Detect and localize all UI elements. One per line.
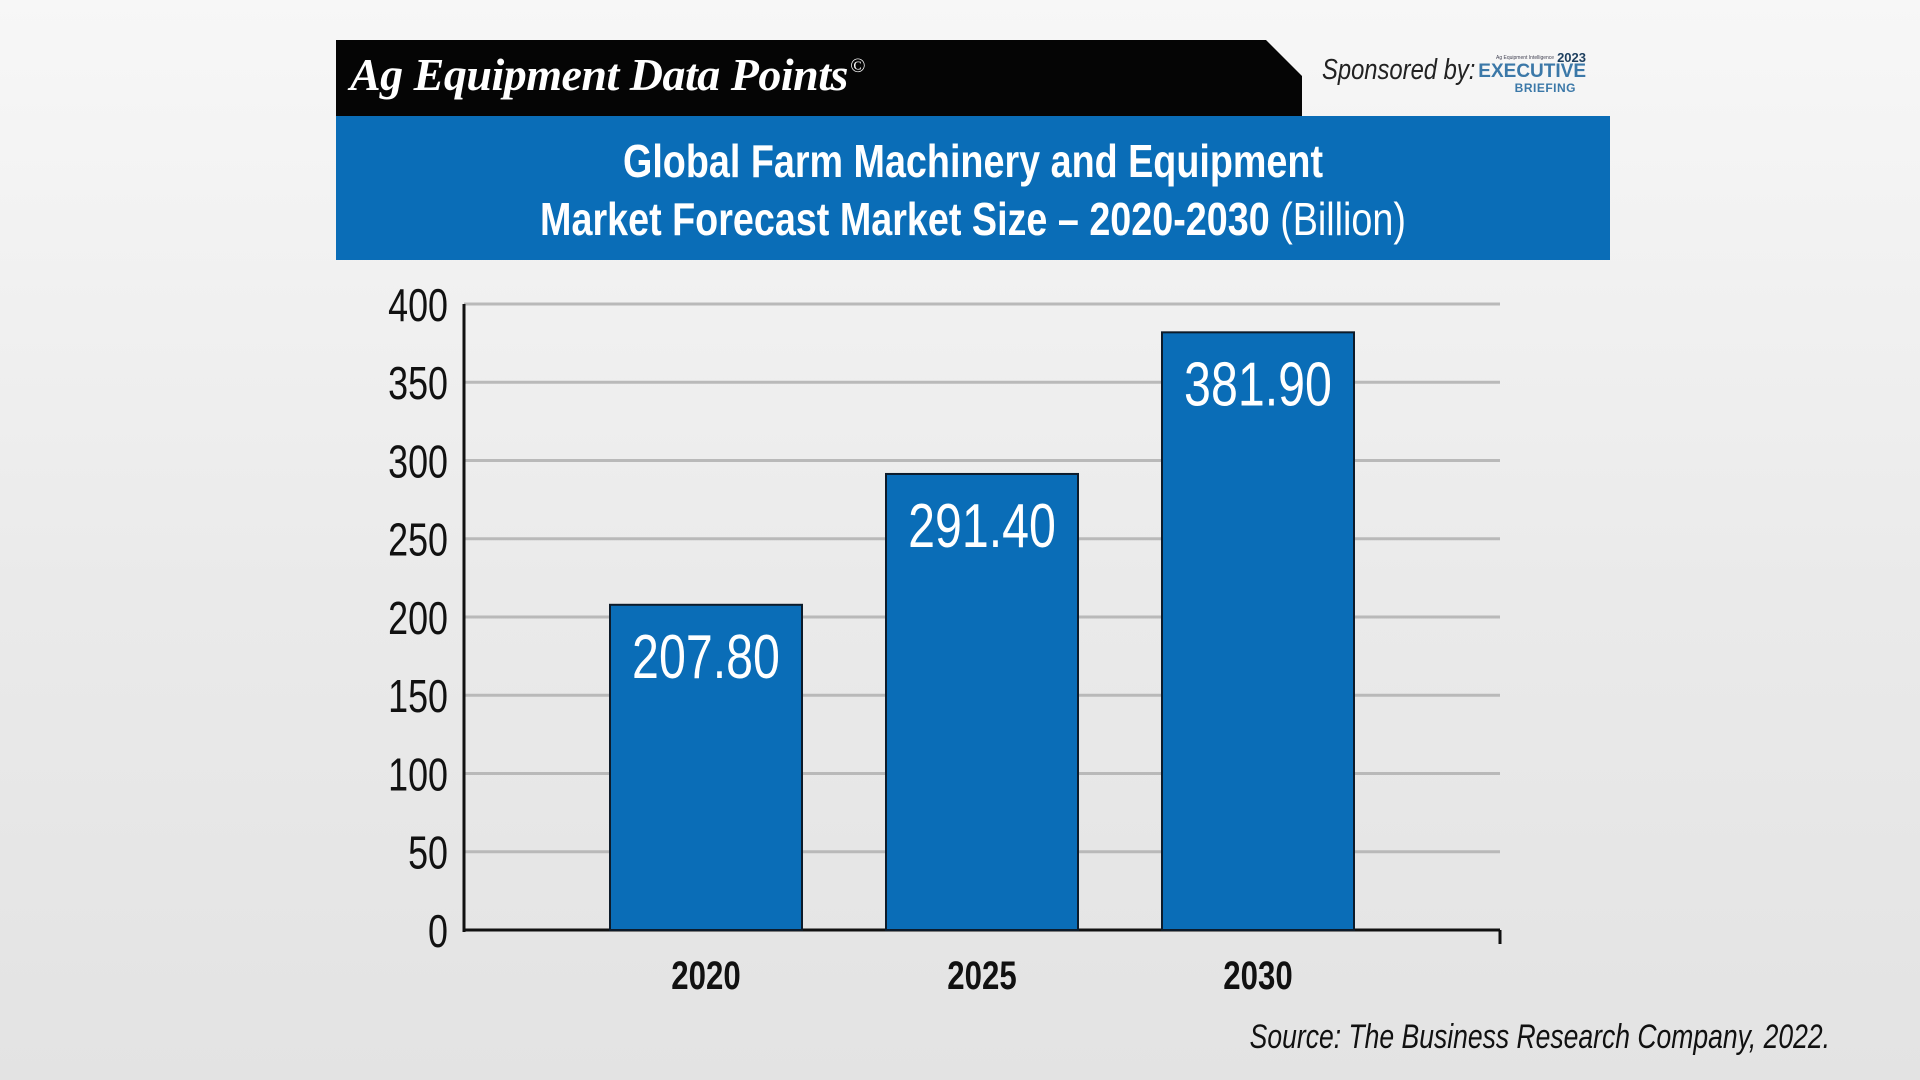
y-tick-label: 0: [428, 906, 448, 957]
data-label-2030: 381.90: [1184, 350, 1332, 419]
x-tick-label-2025: 2025: [947, 953, 1016, 998]
source-note: Source: The Business Research Company, 2…: [1249, 1018, 1830, 1056]
chart-title-line2-text: Market Forecast Market Size – 2020-2030: [540, 193, 1270, 245]
sponsor-logo-year: 2023: [1557, 50, 1586, 65]
copyright-mark: ©: [849, 55, 865, 77]
header-banner: Ag Equipment Data Points ©: [336, 40, 1302, 116]
y-tick-label: 400: [388, 280, 448, 331]
y-tick-label: 50: [408, 827, 448, 878]
y-tick-label: 250: [388, 514, 448, 565]
bar-2030: [1161, 331, 1355, 932]
chart-title-box: Global Farm Machinery and Equipment Mark…: [336, 116, 1610, 260]
chart-title-line1: Global Farm Machinery and Equipment: [622, 135, 1324, 187]
bar-2025: [885, 472, 1079, 931]
y-tick-label: 200: [388, 593, 448, 644]
sponsor-logo-line2: BRIEFING: [1514, 81, 1576, 95]
y-tick-label: 300: [388, 436, 448, 487]
chart-title-unit: (Billion): [1280, 193, 1406, 245]
y-tick-label: 100: [388, 749, 448, 800]
sponsor-logo-tagline: Ag Equipment Intelligence: [1495, 55, 1555, 61]
sponsor-logo-line1: EXECUTIVE: [1478, 61, 1586, 82]
data-label-2025: 291.40: [908, 491, 1056, 560]
sponsored-by-label: Sponsored by:: [1322, 54, 1476, 86]
chart-title-line2: Market Forecast Market Size – 2020-2030 …: [451, 192, 1496, 246]
y-tick-label: 350: [388, 358, 448, 409]
y-tick-label: 150: [388, 671, 448, 722]
x-tick-label-2020: 2020: [671, 953, 740, 998]
data-label-2020: 207.80: [632, 622, 780, 691]
bar-2020: [609, 603, 803, 932]
banner-title: Ag Equipment Data Points ©: [350, 49, 865, 100]
x-tick-label-2030: 2030: [1223, 953, 1292, 998]
sponsor-logo: Ag Equipment Intelligence 2023 EXECUTIVE …: [1478, 50, 1586, 96]
